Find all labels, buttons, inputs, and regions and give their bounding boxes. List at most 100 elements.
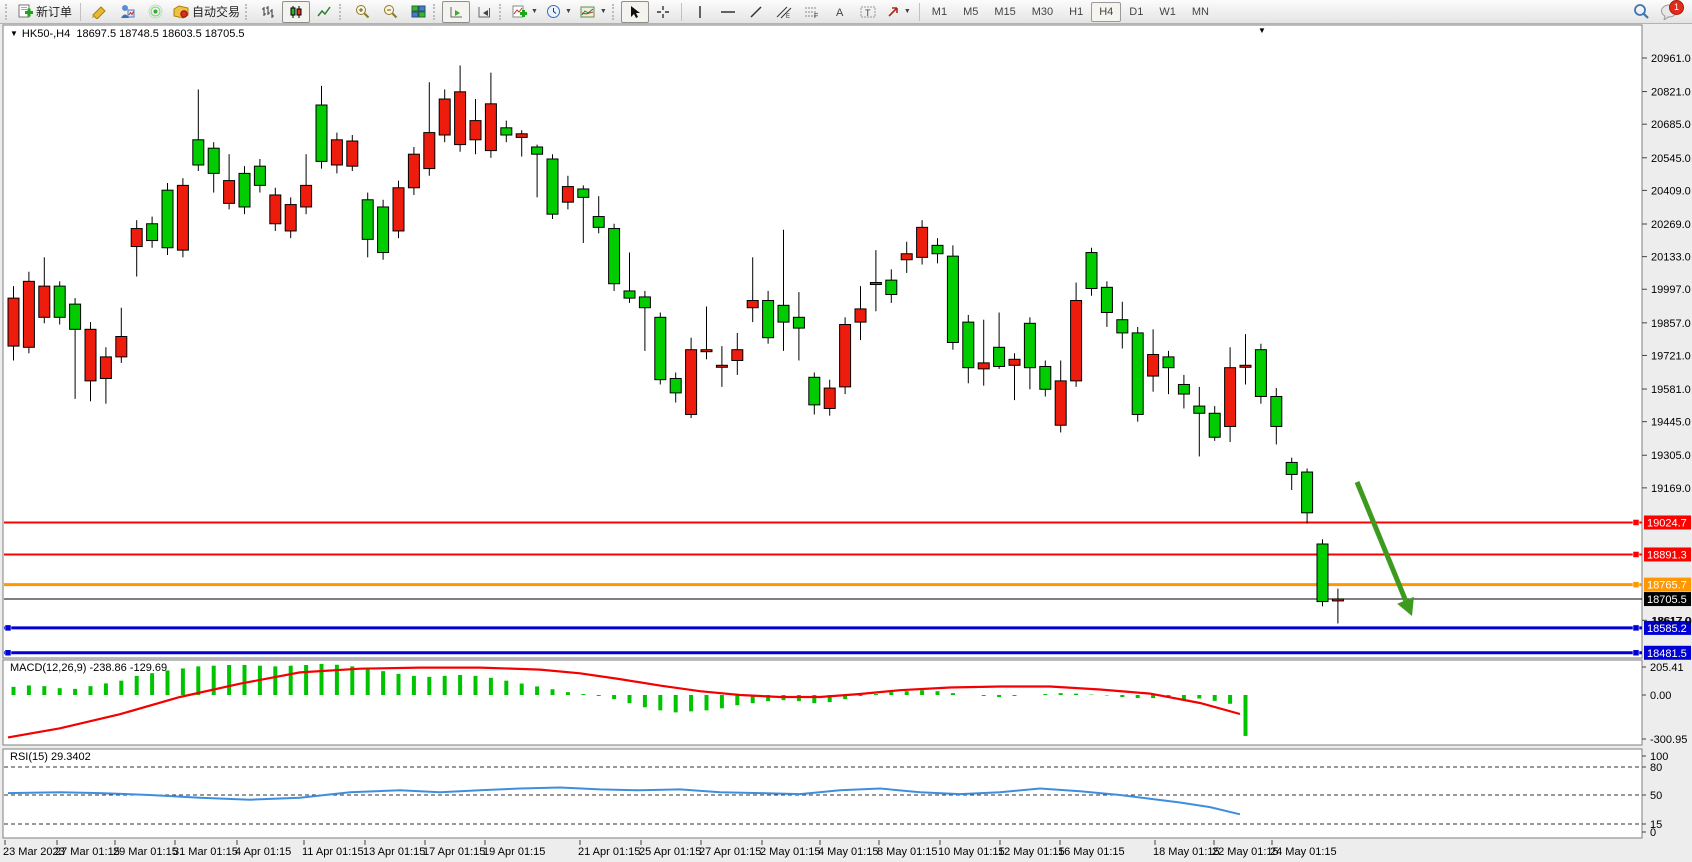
candle (1085, 252, 1098, 290)
toolbar-grip[interactable] (339, 3, 345, 20)
candle (1193, 405, 1206, 414)
candle (577, 188, 590, 198)
tile-windows-button[interactable] (404, 1, 432, 23)
candle (515, 133, 528, 138)
candle (654, 316, 667, 381)
price-tag (1644, 645, 1691, 660)
chart-top-caret-icon[interactable]: ▼ (1258, 26, 1266, 35)
svg-text:8 May 01:15: 8 May 01:15 (877, 846, 938, 858)
expand-caret-icon[interactable]: ▼ (10, 29, 18, 38)
svg-text:19581.0: 19581.0 (1651, 384, 1691, 396)
signals-button[interactable] (141, 1, 169, 23)
svg-text:19997.0: 19997.0 (1651, 284, 1691, 296)
candle (731, 349, 744, 361)
notifications-button[interactable]: 1 (1660, 0, 1684, 21)
svg-text:A: A (836, 7, 844, 19)
fibonacci-button[interactable]: F (798, 1, 826, 23)
candle (1070, 300, 1083, 382)
equidistant-channel-button[interactable]: E (770, 1, 798, 23)
crosshair-button[interactable] (649, 1, 677, 23)
candle (1023, 322, 1036, 369)
indicators-button[interactable]: ▼ (508, 1, 542, 23)
timeframe-tab-D1[interactable]: D1 (1129, 5, 1144, 18)
crosshair-icon (656, 5, 670, 19)
periods-button[interactable]: ▼ (542, 1, 576, 23)
dropdown-caret-icon: ▼ (531, 8, 538, 15)
horizontal-line-button[interactable] (714, 1, 742, 23)
timeframe-tab-M30[interactable]: M30 (1031, 5, 1054, 18)
zoom-out-icon (383, 4, 398, 19)
toolbar-grip[interactable] (611, 3, 618, 20)
line-chart-button[interactable] (310, 1, 338, 23)
svg-text:16 May 01:15: 16 May 01:15 (1058, 846, 1125, 858)
text-icon: A (834, 5, 846, 19)
macd-signal-line (7, 666, 1241, 739)
toolbar-grip[interactable] (5, 3, 11, 20)
svg-text:50: 50 (1650, 790, 1662, 802)
text-label-button[interactable]: T (854, 1, 882, 23)
candlestick-chart-button[interactable] (282, 0, 311, 23)
svg-text:2 May 01:15: 2 May 01:15 (760, 846, 821, 858)
candle (115, 336, 128, 358)
candle (808, 376, 821, 406)
zoom-in-button[interactable] (348, 1, 376, 23)
svg-text:0.00: 0.00 (1650, 690, 1671, 702)
svg-text:E: E (786, 14, 790, 19)
timeframe-tab-H1[interactable]: H1 (1069, 5, 1084, 18)
crayon-button[interactable] (85, 1, 113, 23)
templates-icon (580, 5, 596, 19)
candles (7, 65, 1344, 624)
search-icon[interactable] (1633, 3, 1650, 20)
svg-text:25 Apr 01:15: 25 Apr 01:15 (639, 846, 701, 858)
timeframe-tab-M5[interactable]: M5 (963, 5, 979, 18)
text-button[interactable]: A (826, 1, 854, 23)
cursor-button[interactable] (620, 0, 649, 23)
arrows-button[interactable]: ▼ (882, 1, 915, 23)
candle (546, 158, 559, 215)
timeframe-tab-M15[interactable]: M15 (994, 5, 1016, 18)
toolbar-grip[interactable] (245, 3, 251, 20)
svg-text:0: 0 (1650, 827, 1656, 839)
trendline-button[interactable] (742, 1, 770, 23)
svg-text:19024.7: 19024.7 (1647, 517, 1687, 529)
svg-text:23 Mar 2023: 23 Mar 2023 (3, 846, 65, 858)
toolbar-grip[interactable] (499, 3, 505, 20)
autotrading-button[interactable]: 自动交易 (169, 1, 244, 23)
templates-button[interactable]: ▼ (576, 1, 611, 23)
candle (715, 364, 728, 368)
metaeditor-button[interactable] (113, 1, 141, 23)
bar-chart-button[interactable] (254, 1, 282, 23)
candle (1331, 598, 1344, 602)
zoom-out-button[interactable] (376, 1, 404, 23)
tile-windows-icon (411, 5, 426, 19)
candle (300, 184, 313, 208)
main-toolbar: 新订单 自动交易 ▼ ▼ ▼ (0, 0, 1692, 24)
candle (1054, 380, 1067, 426)
timeframe-tab-H4[interactable]: H4 (1091, 1, 1122, 22)
candle (823, 387, 836, 409)
candle (685, 349, 698, 415)
candle (207, 147, 220, 174)
svg-text:18765.7: 18765.7 (1647, 580, 1687, 592)
candle (900, 253, 913, 261)
candle (223, 180, 236, 204)
timeframe-tab-M1[interactable]: M1 (931, 5, 948, 18)
candle (700, 349, 713, 353)
timeframe-tab-W1[interactable]: W1 (1159, 5, 1176, 18)
chart-shift-button[interactable] (470, 1, 498, 23)
auto-scroll-button[interactable] (442, 0, 471, 23)
trend-arrow-annotation[interactable] (1354, 481, 1414, 616)
new-order-button[interactable]: 新订单 (14, 1, 76, 23)
toolbar-grip[interactable] (433, 3, 439, 20)
candle (500, 127, 513, 136)
candle (993, 346, 1006, 367)
horizontal-lines[interactable] (4, 519, 1642, 657)
candle (592, 216, 605, 228)
svg-text:4 May 01:15: 4 May 01:15 (818, 846, 879, 858)
vertical-line-button[interactable] (686, 1, 714, 23)
timeframe-tab-MN[interactable]: MN (1191, 5, 1209, 18)
text-label-icon: T (860, 5, 876, 19)
candle (946, 255, 959, 343)
